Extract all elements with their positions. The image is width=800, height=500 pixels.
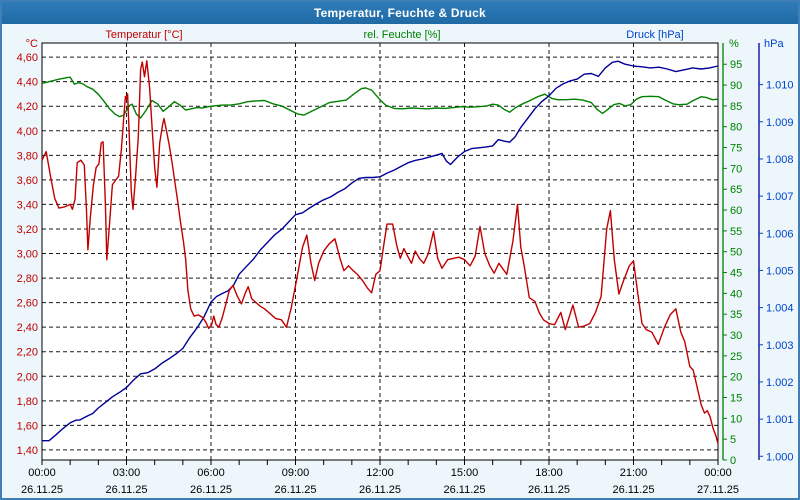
window-titlebar: Temperatur, Feuchte & Druck [2, 2, 798, 24]
temperature-tick-label: 2,20 [17, 347, 38, 359]
humidity-tick-label: 40 [730, 288, 742, 300]
humidity-axis-unit: % [729, 38, 739, 50]
humidity-line [41, 76, 719, 119]
temperature-tick-label: 3,60 [17, 175, 38, 187]
pressure-tick-label: 1.000 [766, 451, 794, 463]
temperature-tick-label: 2,40 [17, 322, 38, 334]
x-tick-date: 26.11.25 [443, 484, 485, 496]
x-tick-time: 00:00 [704, 467, 732, 479]
humidity-tick-label: 45 [730, 268, 742, 280]
x-tick-date: 26.11.25 [105, 484, 147, 496]
humidity-tick-label: 30 [730, 330, 742, 342]
pressure-tick-label: 1.002 [766, 377, 794, 389]
x-tick-time: 09:00 [282, 467, 310, 479]
x-tick-date: 26.11.25 [190, 484, 232, 496]
pressure-tick-label: 1.001 [766, 414, 794, 426]
x-tick-date: 26.11.25 [21, 484, 63, 496]
x-tick-time: 15:00 [451, 467, 479, 479]
pressure-tick-label: 1.010 [766, 80, 794, 92]
temperature-tick-label: 3,80 [17, 150, 38, 162]
humidity-tick-label: 80 [730, 122, 742, 134]
humidity-tick-label: 15 [730, 393, 742, 405]
x-tick-date: 26.11.25 [612, 484, 654, 496]
pressure-tick-label: 1.004 [766, 303, 794, 315]
legend-humidity: rel. Feuchte [%] [363, 29, 441, 41]
humidity-tick-label: 95 [730, 59, 742, 71]
humidity-tick-label: 25 [730, 351, 742, 363]
humidity-tick-label: 90 [730, 80, 742, 92]
temperature-tick-label: 1,40 [17, 445, 38, 457]
gridlines [42, 43, 718, 460]
temperature-tick-label: 4,40 [17, 77, 38, 89]
x-axis-labels: 00:00 26.11.25 03:00 26.11.25 06:00 26.11.25 0… [21, 467, 739, 496]
x-tick-time: 12:00 [366, 467, 394, 479]
plot-area [42, 43, 718, 460]
x-tick-time: 00:00 [28, 467, 56, 479]
humidity-tick-label: 75 [730, 143, 742, 155]
humidity-tick-label: 65 [730, 184, 742, 196]
humidity-tick-label: 35 [730, 309, 742, 321]
x-tick-time: 03:00 [113, 467, 141, 479]
temperature-tick-label: 3,00 [17, 249, 38, 261]
humidity-tick-label: 50 [730, 247, 742, 259]
temperature-tick-label: 1,60 [17, 420, 38, 432]
pressure-tick-label: 1.007 [766, 191, 794, 203]
temperature-tick-label: 2,60 [17, 298, 38, 310]
pressure-tick-label: 1.008 [766, 154, 794, 166]
humidity-tick-label: 20 [730, 372, 742, 384]
temperature-axis-labels: 4,60 4,40 4,20 4,00 3,80 3,60 3,40 3,20 3,00 2,80… [17, 52, 38, 457]
temperature-tick-label: 2,00 [17, 371, 38, 383]
x-tick-date: 26.11.25 [359, 484, 401, 496]
pressure-axis-unit: hPa [764, 38, 784, 50]
temperature-tick-label: 2,80 [17, 273, 38, 285]
humidity-tick-label: 0 [730, 455, 736, 467]
x-tick-time: 06:00 [197, 467, 225, 479]
x-tick-date: 27.11.25 [697, 484, 739, 496]
temperature-tick-label: 4,20 [17, 101, 38, 113]
legend-temperature: Temperatur [°C] [105, 29, 183, 41]
temperature-tick-label: 4,60 [17, 52, 38, 64]
x-tick-time: 18:00 [535, 467, 563, 479]
legend-pressure: Druck [hPa] [626, 29, 684, 41]
temperature-axis-unit: °C [25, 38, 38, 50]
pressure-tick-label: 1.005 [766, 265, 794, 277]
x-tick-time: 21:00 [620, 467, 648, 479]
temperature-tick-label: 4,00 [17, 126, 38, 138]
humidity-tick-label: 5 [730, 434, 736, 446]
temperature-tick-label: 1,80 [17, 396, 38, 408]
window-title: Temperatur, Feuchte & Druck [314, 6, 486, 20]
humidity-tick-label: 10 [730, 413, 742, 425]
x-axis-ticks [41, 460, 719, 465]
x-tick-date: 26.11.25 [274, 484, 316, 496]
pressure-tick-label: 1.009 [766, 117, 794, 129]
x-tick-date: 26.11.25 [528, 484, 570, 496]
humidity-tick-label: 55 [730, 226, 742, 238]
temperature-line [41, 60, 719, 444]
pressure-tick-label: 1.006 [766, 228, 794, 240]
humidity-tick-label: 60 [730, 205, 742, 217]
pressure-line [42, 60, 719, 442]
temperature-tick-label: 3,20 [17, 224, 38, 236]
humidity-tick-label: 85 [730, 101, 742, 113]
pressure-tick-label: 1.003 [766, 340, 794, 352]
humidity-tick-label: 70 [730, 163, 742, 175]
pressure-axis: 1.010 1.009 1.008 1.007 1.006 1.005 1.004 1.003… [758, 43, 794, 463]
temperature-tick-label: 3,40 [17, 199, 38, 211]
